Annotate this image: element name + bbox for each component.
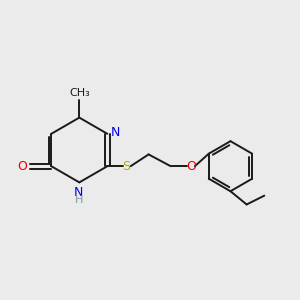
Text: O: O bbox=[186, 160, 196, 173]
Text: S: S bbox=[122, 160, 130, 173]
Text: O: O bbox=[17, 160, 27, 173]
Text: CH₃: CH₃ bbox=[69, 88, 90, 98]
Text: N: N bbox=[111, 126, 121, 139]
Text: H: H bbox=[75, 195, 83, 205]
Text: N: N bbox=[74, 186, 83, 199]
